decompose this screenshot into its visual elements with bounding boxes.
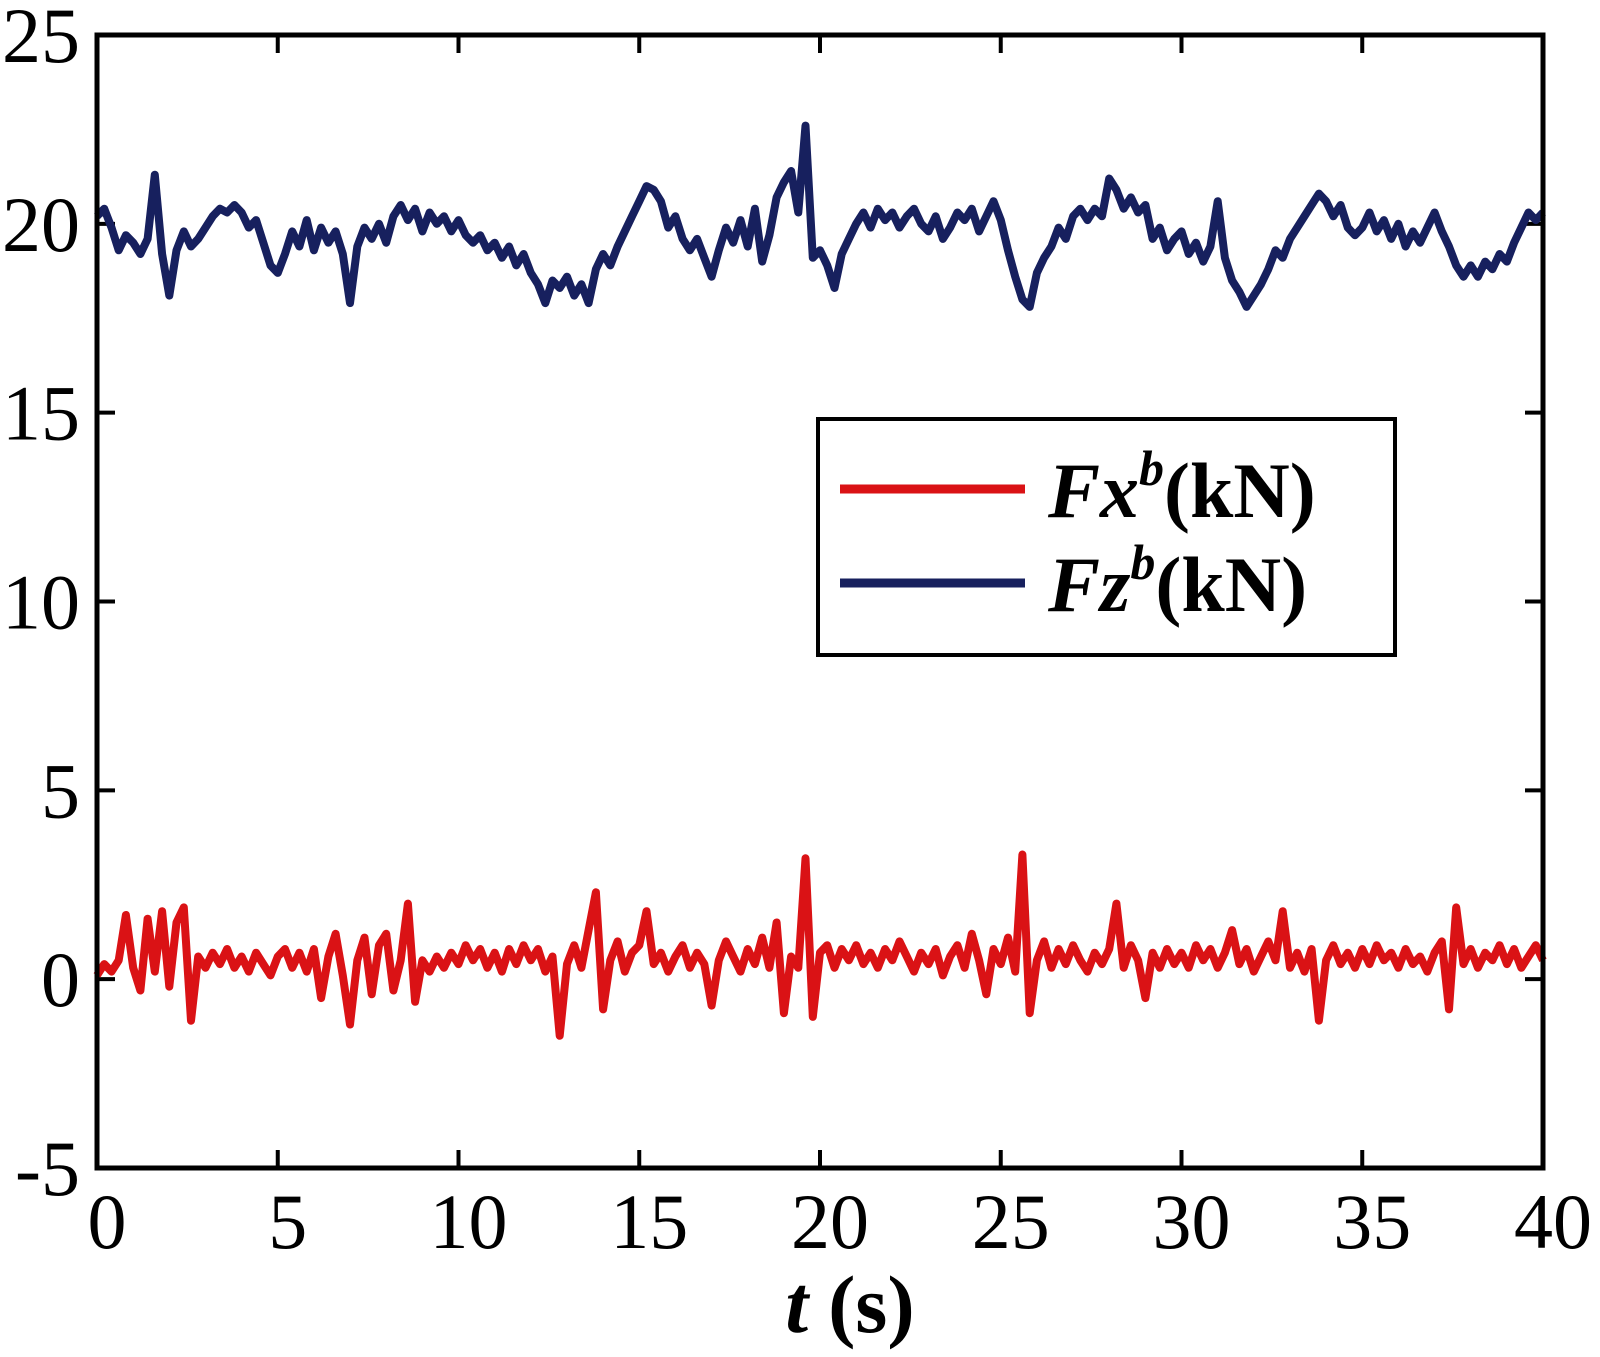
legend: Fxb(kN) Fzb(kN) [816, 417, 1397, 657]
x-tick-label: 40 [1514, 1178, 1592, 1265]
x-axis-title: t (s) [785, 1259, 914, 1350]
legend-box [816, 417, 1397, 657]
x-tick-label: 25 [972, 1178, 1050, 1265]
fx-line [93, 850, 1547, 1040]
series-lines [93, 121, 1547, 1040]
plot-border [94, 32, 1546, 1171]
y-tick-label: 15 [2, 370, 80, 457]
y-tick-label: 5 [41, 747, 80, 834]
x-tick-label: 0 [88, 1178, 127, 1265]
y-tick-label: 20 [2, 181, 80, 268]
x-tick-labels: 0 5 10 15 20 25 30 35 40 [88, 1178, 1593, 1265]
y-tick-label: 0 [41, 936, 80, 1023]
x-tick-label: 15 [610, 1178, 688, 1265]
x-tick-label: 10 [430, 1178, 508, 1265]
y-tick-label: -5 [15, 1125, 80, 1212]
x-tick-label: 30 [1153, 1178, 1231, 1265]
y-tick-label: 10 [2, 559, 80, 646]
x-tick-label: 5 [268, 1178, 307, 1265]
legend-label-fz: Fzb(kN) [1047, 534, 1307, 628]
y-tick-label: 25 [2, 0, 80, 79]
fz-line [94, 121, 1546, 311]
x-tick-label: 20 [791, 1178, 869, 1265]
legend-label-fx: Fxb(kN) [1047, 440, 1316, 534]
x-tick-label: 35 [1333, 1178, 1411, 1265]
y-tick-labels: -5 0 5 10 15 20 25 [2, 0, 80, 1212]
